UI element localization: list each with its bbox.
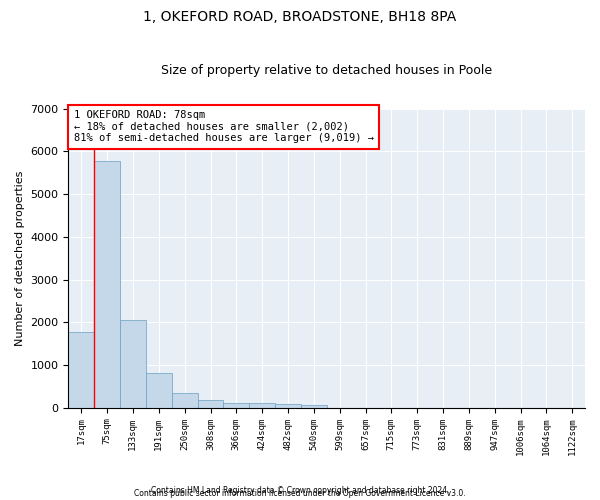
Text: 1, OKEFORD ROAD, BROADSTONE, BH18 8PA: 1, OKEFORD ROAD, BROADSTONE, BH18 8PA (143, 10, 457, 24)
Bar (94, 161, 120, 408)
Bar (146, 372, 172, 408)
Bar (249, 403, 275, 407)
Text: Contains public sector information licensed under the Open Government Licence v3: Contains public sector information licen… (134, 488, 466, 498)
Text: Contains HM Land Registry data © Crown copyright and database right 2024.: Contains HM Land Registry data © Crown c… (151, 486, 449, 495)
Y-axis label: Number of detached properties: Number of detached properties (15, 170, 25, 346)
Bar (197, 400, 223, 407)
Text: 1 OKEFORD ROAD: 78sqm
← 18% of detached houses are smaller (2,002)
81% of semi-d: 1 OKEFORD ROAD: 78sqm ← 18% of detached … (74, 110, 374, 144)
Bar (301, 404, 327, 407)
Bar (275, 404, 301, 407)
Title: Size of property relative to detached houses in Poole: Size of property relative to detached ho… (161, 64, 492, 77)
Bar (68, 332, 94, 407)
Bar (120, 320, 146, 408)
Bar (223, 402, 249, 407)
Bar (172, 393, 197, 407)
